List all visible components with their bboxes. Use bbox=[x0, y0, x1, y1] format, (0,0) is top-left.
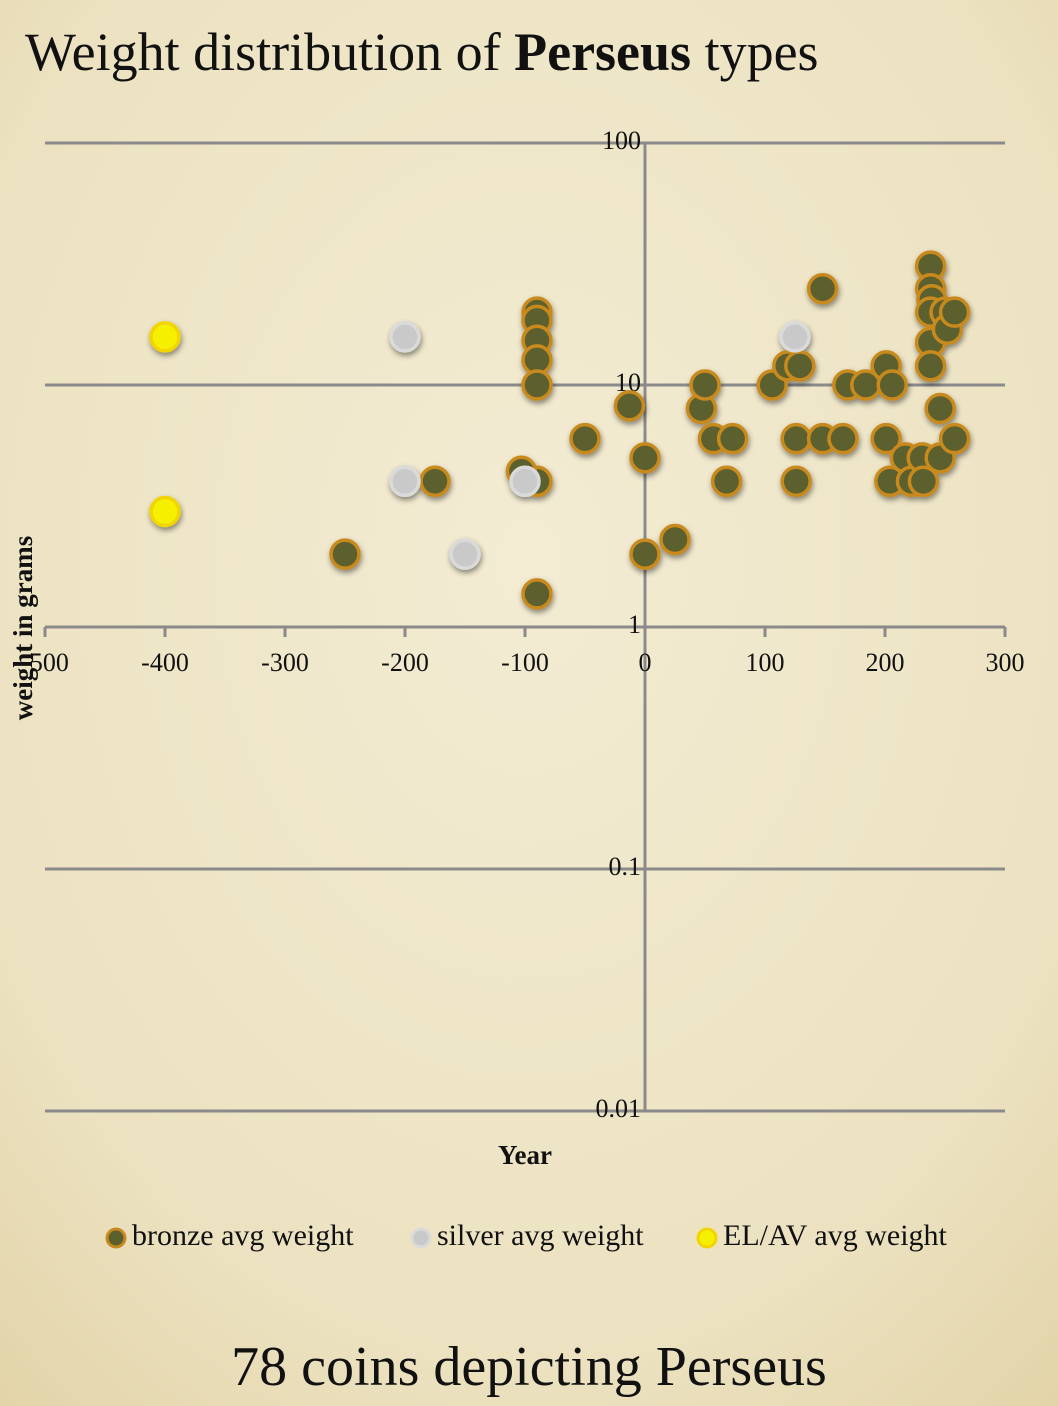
x-tick-label: -300 bbox=[261, 648, 309, 677]
point bbox=[659, 523, 691, 556]
point bbox=[938, 422, 971, 455]
x-tick-label: 0 bbox=[639, 648, 652, 677]
point bbox=[449, 538, 481, 570]
point bbox=[419, 465, 451, 498]
point bbox=[827, 422, 859, 455]
legend-label: silver avg weight bbox=[437, 1219, 644, 1252]
point bbox=[613, 390, 646, 422]
point bbox=[924, 392, 956, 425]
title-part: types bbox=[691, 22, 819, 82]
chart-title: Weight distribution of Perseus types bbox=[25, 22, 819, 82]
x-tick-label: -500 bbox=[21, 648, 69, 677]
y-tick-label: 100 bbox=[602, 126, 641, 155]
point bbox=[780, 465, 812, 498]
x-tick-label: 300 bbox=[986, 648, 1025, 677]
y-axis-title: weight in grams bbox=[8, 536, 38, 721]
point bbox=[780, 422, 812, 455]
point bbox=[907, 465, 940, 498]
legend-marker bbox=[105, 1227, 127, 1249]
title-part: Weight distribution of bbox=[25, 22, 514, 82]
title-part: Perseus bbox=[514, 22, 691, 82]
point bbox=[389, 465, 421, 498]
point bbox=[784, 350, 816, 382]
point bbox=[806, 272, 839, 305]
point bbox=[710, 465, 743, 498]
point bbox=[716, 422, 749, 455]
point bbox=[914, 350, 947, 382]
point bbox=[521, 369, 553, 401]
point bbox=[149, 495, 181, 528]
point bbox=[870, 422, 902, 455]
points bbox=[149, 250, 971, 610]
point bbox=[779, 321, 811, 353]
legend-label: EL/AV avg weight bbox=[723, 1219, 948, 1252]
x-tick-label: -100 bbox=[501, 648, 549, 677]
point bbox=[629, 442, 661, 474]
y-tick-label: 1 bbox=[628, 610, 641, 639]
legend-marker bbox=[696, 1227, 718, 1249]
point bbox=[876, 369, 908, 401]
point bbox=[509, 465, 541, 498]
x-tick-label: 200 bbox=[866, 648, 905, 677]
x-tick-label: -400 bbox=[141, 648, 189, 677]
y-tick-label: 0.01 bbox=[596, 1094, 642, 1123]
y-tick-label: 0.1 bbox=[609, 852, 642, 881]
point bbox=[689, 369, 721, 401]
point bbox=[521, 578, 553, 610]
x-tick-label: 100 bbox=[746, 648, 785, 677]
x-tick-label: -200 bbox=[381, 648, 429, 677]
legend-label: bronze avg weight bbox=[132, 1219, 354, 1252]
point bbox=[149, 321, 181, 353]
point bbox=[569, 422, 601, 455]
point bbox=[329, 538, 361, 570]
point bbox=[389, 321, 421, 353]
footer: 78 coins depicting Perseus bbox=[231, 1336, 827, 1398]
x-axis-title: Year bbox=[498, 1140, 552, 1170]
point bbox=[938, 296, 971, 328]
legend-marker bbox=[410, 1227, 432, 1249]
point bbox=[629, 538, 661, 570]
